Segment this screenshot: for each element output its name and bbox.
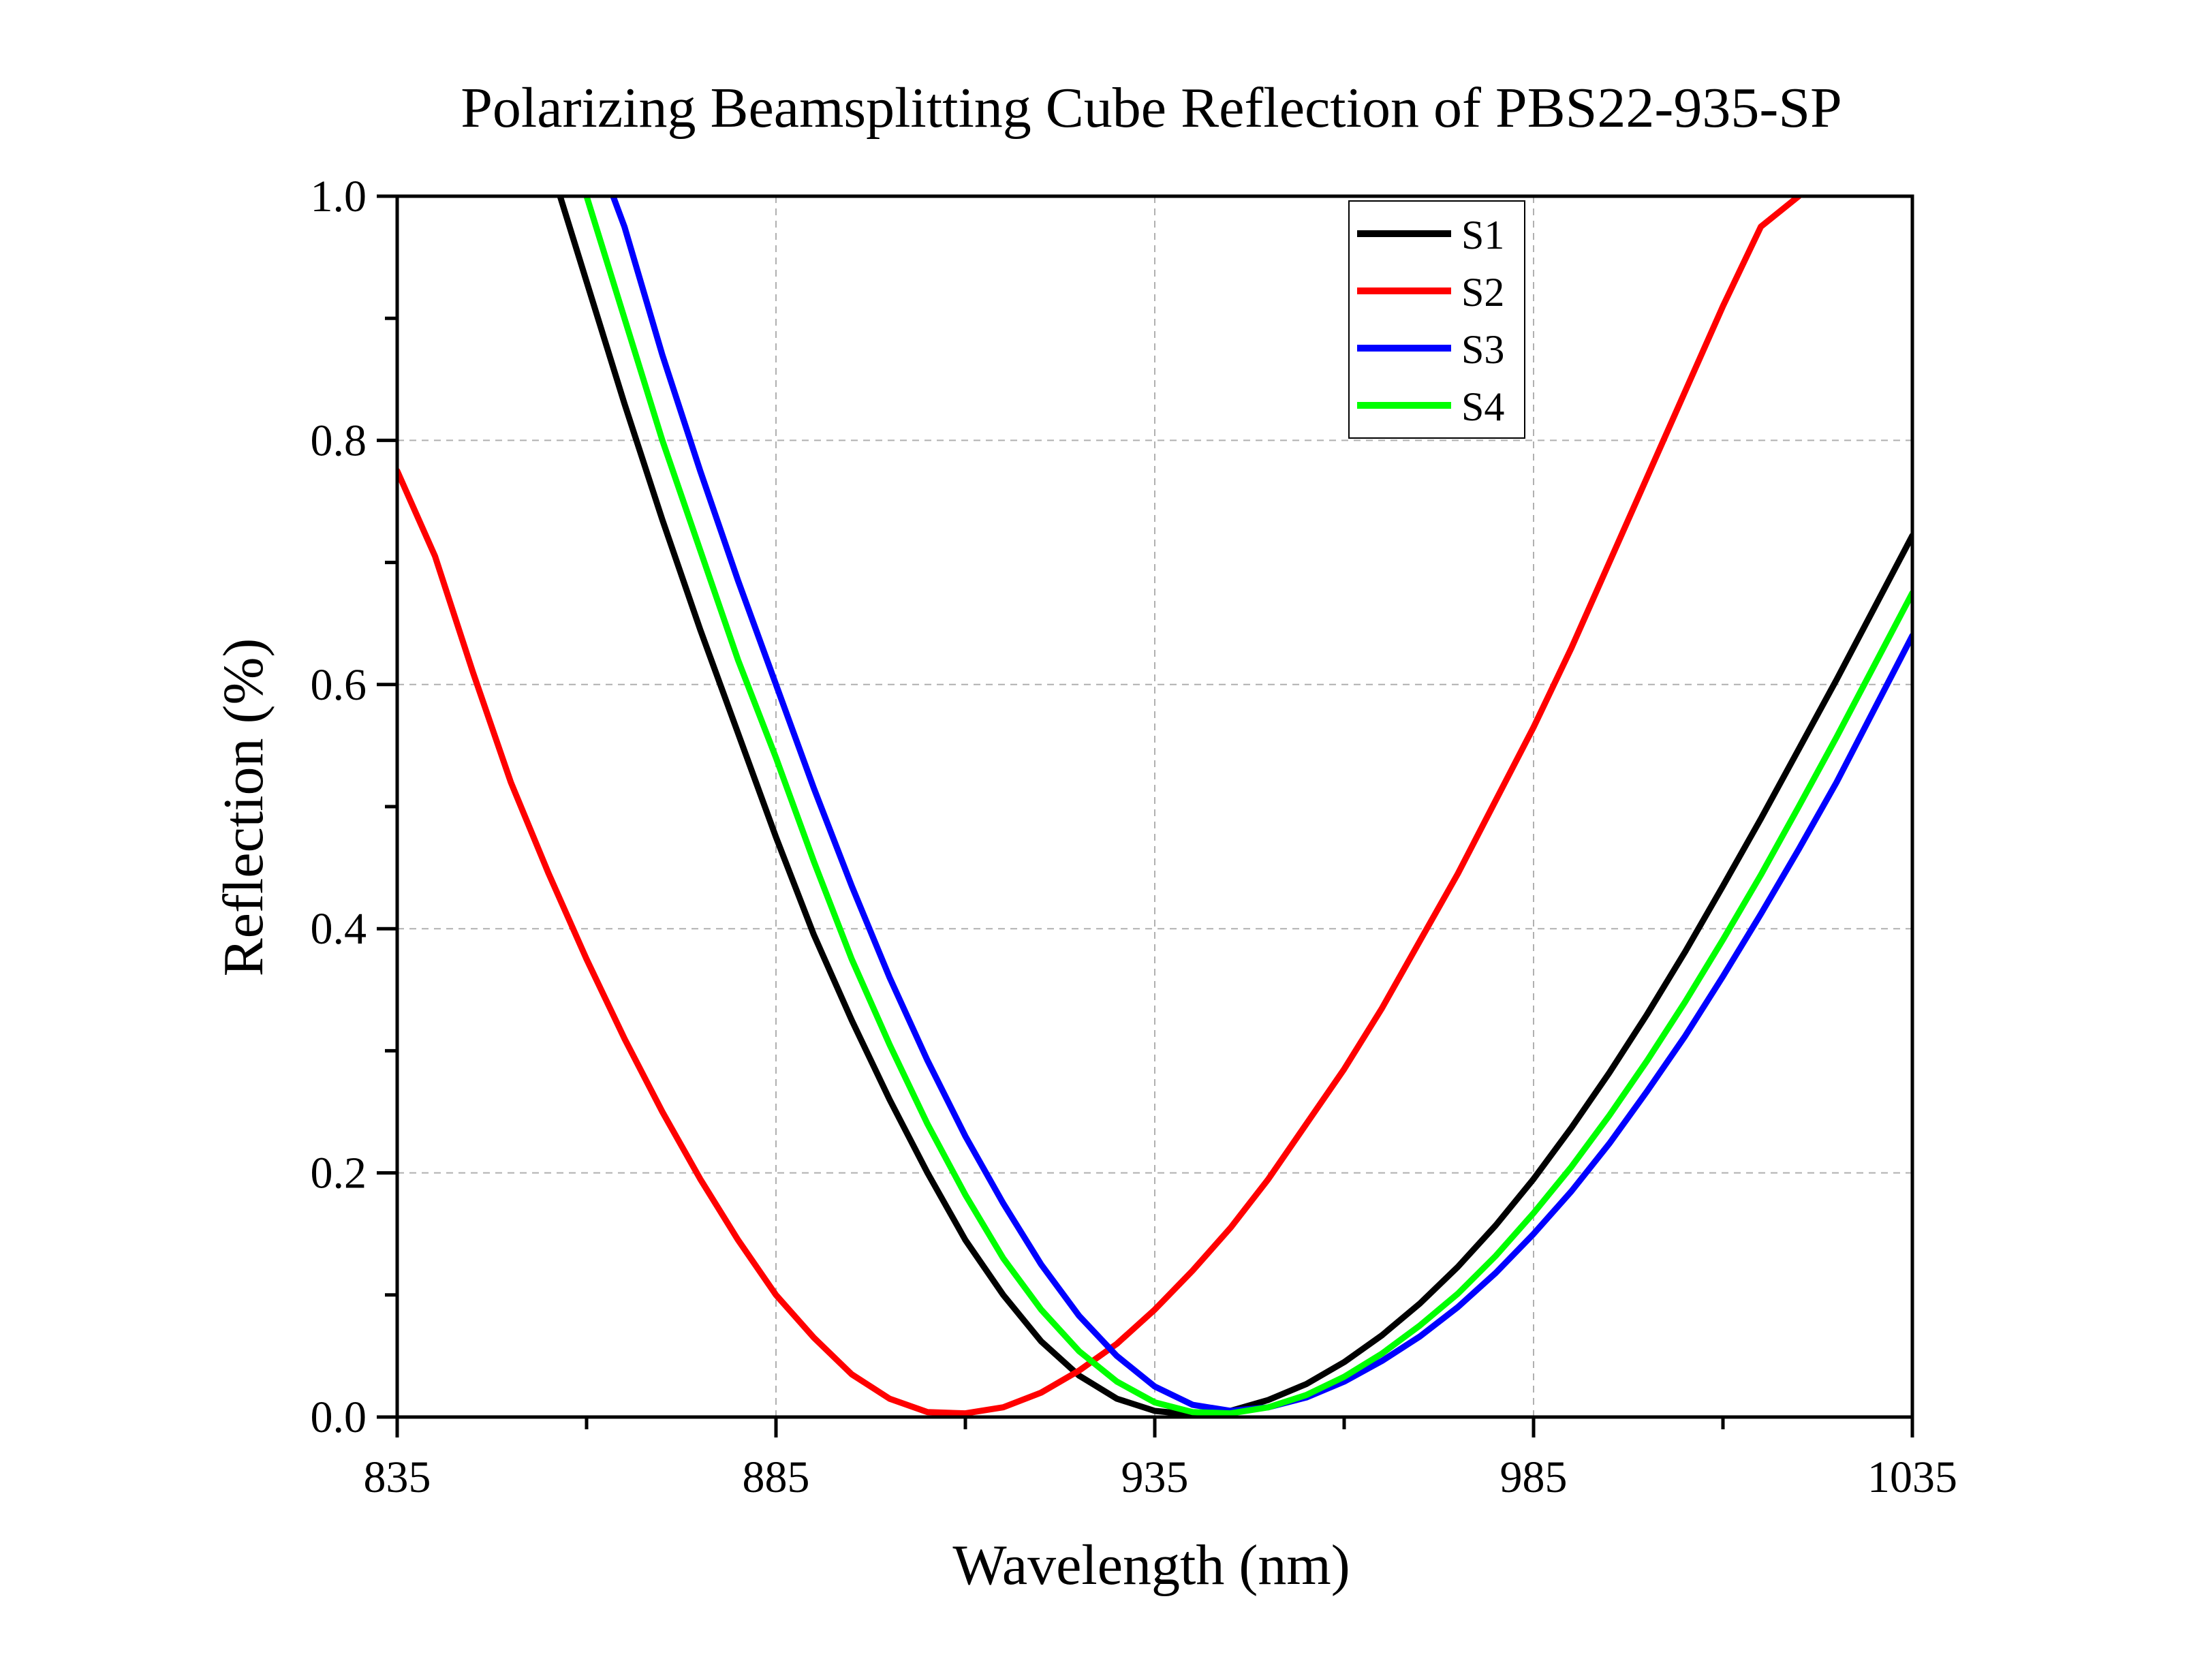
legend-label-s1: S1 (1461, 213, 1504, 258)
y-tick-label: 0.8 (311, 416, 367, 465)
y-tick-label: 0.2 (311, 1149, 367, 1198)
axes: 835 885 935 985 1035 0.0 0.2 0.4 0.6 0.8 1.0 (311, 172, 1958, 1502)
x-tick-label: 1035 (1867, 1452, 1957, 1502)
x-tick-label: 885 (743, 1452, 810, 1502)
series-line-s2 (397, 196, 1802, 1417)
y-axis-title: Reflection (%) (212, 638, 275, 977)
x-axis-title: Wavelength (nm) (952, 1534, 1350, 1597)
legend-label-s4: S4 (1461, 384, 1504, 429)
legend-label-s3: S3 (1461, 327, 1504, 372)
chart-title: Polarizing Beamsplitting Cube Reflection… (461, 76, 1842, 140)
legend-box (1348, 200, 1525, 439)
series-lines (397, 196, 1912, 1417)
x-tick-label: 985 (1500, 1452, 1568, 1502)
legend: S1 S2 S3 S4 (1348, 200, 1525, 439)
x-tick-label: 835 (364, 1452, 431, 1502)
y-tick-label: 1.0 (311, 172, 367, 221)
y-tick-label: 0.6 (311, 660, 367, 710)
y-tick-label: 0.4 (311, 904, 367, 954)
series-line-s4 (583, 196, 1912, 1417)
y-tick-label: 0.0 (311, 1393, 367, 1442)
x-tick-label: 935 (1121, 1452, 1189, 1502)
legend-label-s2: S2 (1461, 270, 1504, 315)
